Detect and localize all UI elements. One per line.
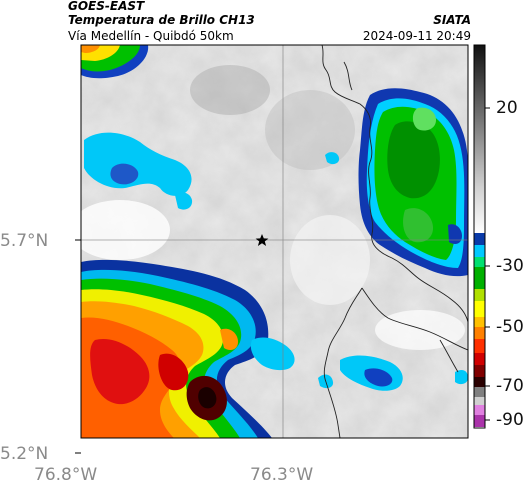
colorbar-tick-minus70: -70 [496,376,524,396]
plot-frame [80,44,469,439]
storm-cell-bottom-left [81,259,295,438]
cloud-cyan-right [318,355,468,391]
gridlines [81,45,468,438]
coastline [321,45,468,438]
star-icon [255,234,269,246]
colorbar [473,44,490,435]
title-satellite: GOES-EAST [68,0,145,13]
storm-cell-right [358,88,468,277]
lat-tick-5-2: 5.2°N [0,444,49,464]
colorbar-tick-minus30: -30 [496,256,524,276]
title-product: Temperatura de Brillo CH13 [68,13,255,27]
cloud-cyan-left [84,132,340,210]
lat-tick-5-7: 5.7°N [0,231,49,251]
lon-tick-76-3: 76.3°W [250,465,314,485]
colorbar-tick-minus50: -50 [496,317,524,337]
lon-tick-76-8: 76.8°W [34,465,98,485]
axis-ticks [75,239,81,454]
agency-label: SIATA [433,13,471,27]
colorbar-tick-minus90: -90 [496,410,524,430]
colorbar-tick-20: 20 [496,98,518,118]
plot-area [81,45,468,438]
datetime-label: 2024-09-11 20:49 [362,29,471,43]
storm-cell-top-left [81,45,149,79]
subtitle-route: Vía Medellín - Quibdó 50km [68,29,234,43]
